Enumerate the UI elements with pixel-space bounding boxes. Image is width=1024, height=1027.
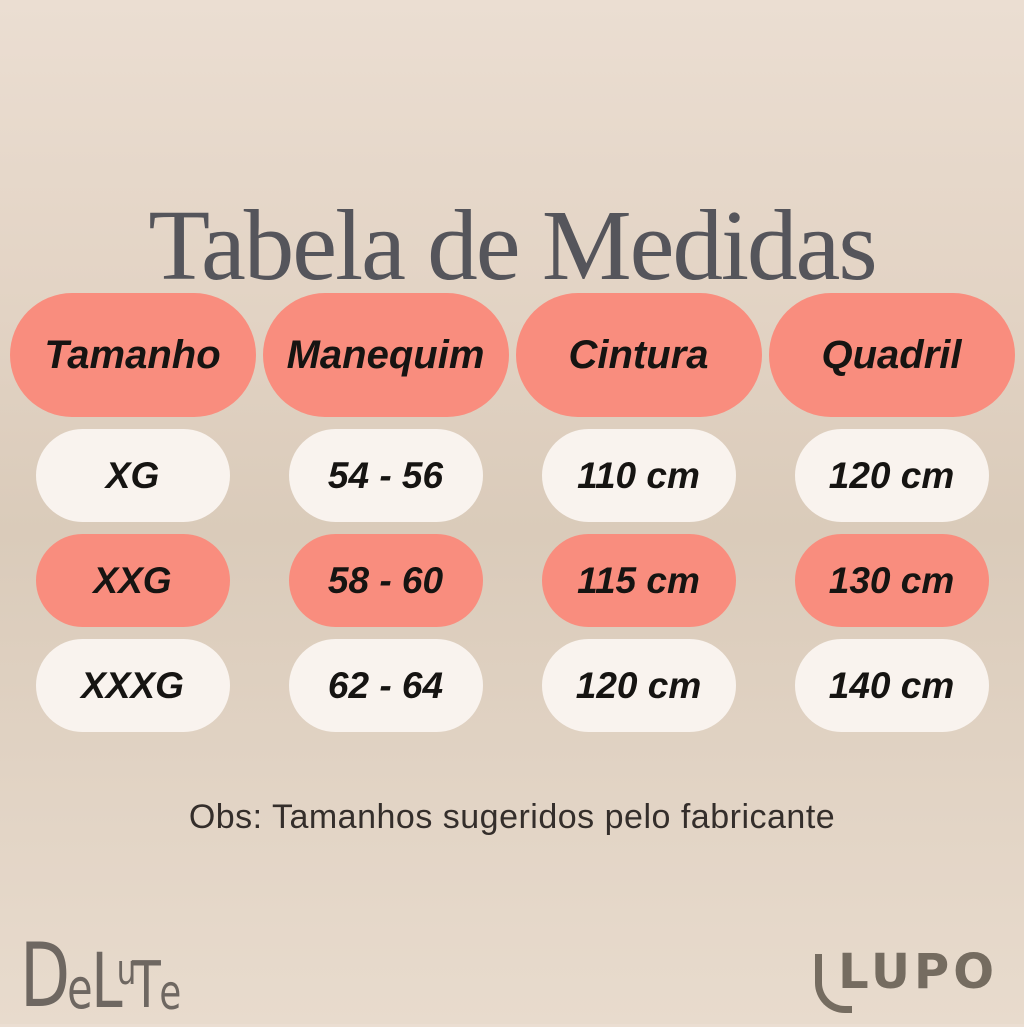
delute-letter: e bbox=[159, 965, 182, 1021]
table-cell: 130 cm bbox=[794, 534, 989, 627]
header-pill-tamanho: Tamanho bbox=[9, 293, 256, 417]
lupo-brand-logo: LUPO bbox=[815, 948, 998, 1013]
table-row-xg: XG 54 - 56 110 cm 120 cm bbox=[0, 429, 1024, 522]
header-pill-manequim: Manequim bbox=[262, 293, 509, 417]
table-cell: XG bbox=[35, 429, 230, 522]
lupo-wordmark: LUPO bbox=[838, 944, 998, 1000]
header-pill-quadril: Quadril bbox=[768, 293, 1015, 417]
table-row-xxxg: XXXG 62 - 64 120 cm 140 cm bbox=[0, 639, 1024, 732]
header-pill-cintura: Cintura bbox=[515, 293, 762, 417]
table-cell: 120 cm bbox=[794, 429, 989, 522]
delute-letter: e bbox=[67, 956, 93, 1022]
manufacturer-note: Obs: Tamanhos sugeridos pelo fabricante bbox=[188, 798, 836, 836]
size-table: Tamanho Manequim Cintura Quadril XG 54 -… bbox=[0, 293, 1024, 732]
table-cell: 58 - 60 bbox=[288, 534, 483, 627]
page-title: Tabela de Medidas bbox=[148, 188, 877, 301]
delute-letter: D bbox=[20, 924, 71, 1027]
table-header-row: Tamanho Manequim Cintura Quadril bbox=[0, 293, 1024, 417]
table-cell: 62 - 64 bbox=[288, 639, 483, 732]
table-cell: 110 cm bbox=[541, 429, 736, 522]
table-row-xxg: XXG 58 - 60 115 cm 130 cm bbox=[0, 534, 1024, 627]
delute-letter: u bbox=[116, 945, 137, 995]
table-cell: XXXG bbox=[35, 639, 230, 732]
table-cell: 140 cm bbox=[794, 639, 989, 732]
lupo-swoosh-icon bbox=[815, 954, 853, 1013]
delute-brand-logo: D e L u T e bbox=[20, 924, 182, 1027]
table-cell: XXG bbox=[35, 534, 230, 627]
table-cell: 54 - 56 bbox=[288, 429, 483, 522]
table-cell: 120 cm bbox=[541, 639, 736, 732]
delute-letter: L bbox=[91, 935, 123, 1025]
delute-letter: T bbox=[131, 948, 161, 1023]
table-cell: 115 cm bbox=[541, 534, 736, 627]
